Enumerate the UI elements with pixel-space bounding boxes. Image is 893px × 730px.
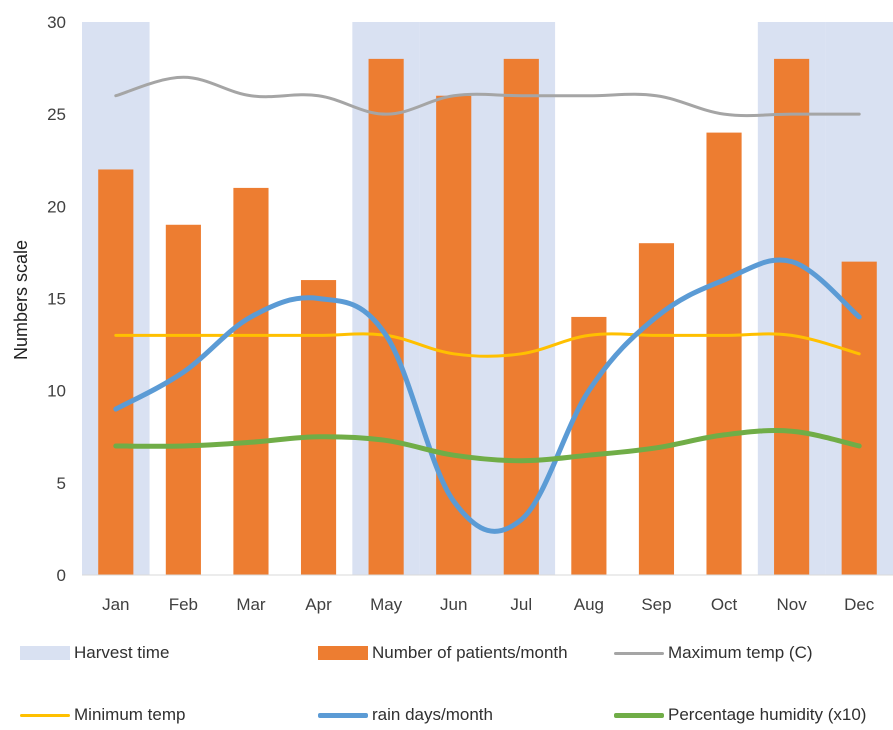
bar-nov: [774, 58, 810, 576]
series-line-3: [113, 428, 862, 464]
legend-swatch-min-temp: [20, 713, 70, 717]
legend-item-humidity: Percentage humidity (x10): [614, 700, 866, 730]
x-tick-dec: Dec: [844, 595, 875, 614]
series-line-1: [114, 332, 861, 358]
line-series: [113, 75, 862, 534]
legend-swatch-harvest: [20, 646, 70, 660]
bar-dec: [841, 261, 877, 575]
legend-swatch-patients: [318, 646, 368, 660]
legend-item-harvest: Harvest time: [20, 638, 169, 668]
bar-jan: [98, 169, 134, 575]
legend-swatch-rain-days: [318, 712, 368, 718]
bar-sep: [638, 243, 675, 575]
legend-label-humidity: Percentage humidity (x10): [668, 705, 867, 724]
x-tick-nov: Nov: [777, 595, 808, 614]
x-tick-apr: Apr: [305, 595, 332, 614]
x-tick-mar: Mar: [236, 595, 266, 614]
legend-item-max-temp: Maximum temp (C): [614, 638, 813, 668]
y-tick-15: 15: [47, 290, 66, 309]
series-line-0: [114, 75, 861, 118]
bar-jun: [436, 95, 472, 575]
bar-mar: [233, 187, 269, 575]
legend-label-harvest: Harvest time: [74, 643, 170, 662]
x-tick-labels: Jan Feb Mar Apr May Jun Jul Aug Sep Oct Nov Dec: [102, 595, 875, 614]
legend-item-min-temp: Minimum temp: [20, 700, 185, 730]
x-tick-may: May: [370, 595, 403, 614]
legend-item-rain-days: rain days/month: [318, 700, 493, 730]
y-tick-5: 5: [57, 474, 66, 493]
legend-label-patients: Number of patients/month: [372, 643, 568, 662]
legend-item-patients: Number of patients/month: [318, 638, 568, 668]
y-axis-label: Numbers scale: [11, 240, 31, 360]
legend-swatch-max-temp: [614, 651, 664, 655]
y-tick-20: 20: [47, 197, 66, 216]
x-tick-sep: Sep: [641, 595, 671, 614]
harvest-bands: [82, 22, 893, 575]
legend-label-max-temp: Maximum temp (C): [668, 643, 813, 662]
y-tick-labels: 0 5 10 15 20 25 30: [47, 13, 66, 585]
legend-label-rain-days: rain days/month: [372, 705, 493, 724]
legend-label-min-temp: Minimum temp: [74, 705, 186, 724]
bar-jul: [503, 58, 539, 576]
bar-oct: [706, 132, 742, 575]
x-tick-jul: Jul: [510, 595, 532, 614]
y-tick-10: 10: [47, 382, 66, 401]
x-tick-jun: Jun: [440, 595, 467, 614]
y-tick-30: 30: [47, 13, 66, 32]
legend-swatch-humidity: [614, 712, 664, 718]
bar-aug: [571, 316, 607, 575]
x-tick-oct: Oct: [711, 595, 738, 614]
series-line-2: [113, 257, 862, 534]
bar-feb: [165, 224, 201, 575]
x-tick-aug: Aug: [574, 595, 604, 614]
y-tick-25: 25: [47, 105, 66, 124]
y-tick-0: 0: [57, 566, 66, 585]
x-tick-jan: Jan: [102, 595, 129, 614]
x-tick-feb: Feb: [169, 595, 198, 614]
bar-apr: [300, 280, 337, 575]
